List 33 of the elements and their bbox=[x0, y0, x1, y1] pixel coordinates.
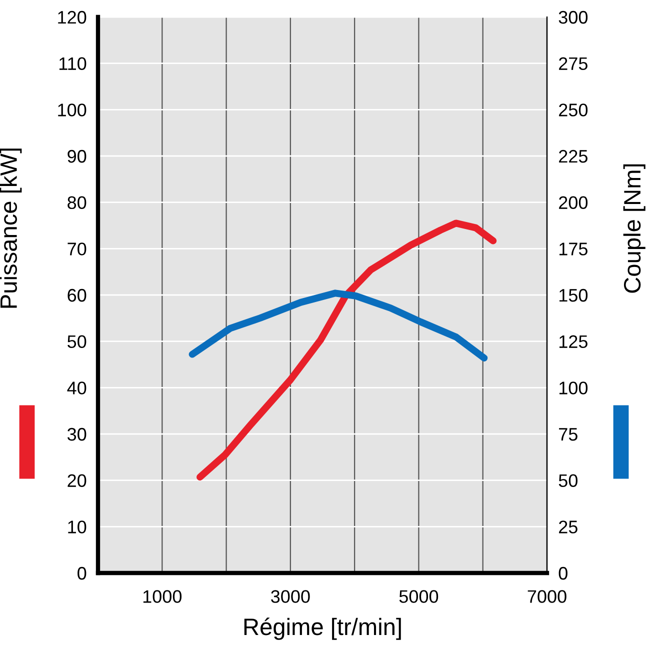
y-tick-label: 10 bbox=[68, 520, 86, 534]
x-tick-label: 7000 bbox=[528, 590, 566, 603]
y2-tick-label: 175 bbox=[559, 242, 588, 256]
y2-tick-label: 250 bbox=[559, 104, 588, 116]
y2-tick-label: 200 bbox=[559, 196, 588, 210]
y2-tick-label: 225 bbox=[559, 150, 588, 163]
y2-tick-label: 25 bbox=[559, 520, 578, 534]
y-tick-label: 100 bbox=[58, 104, 86, 116]
y2-tick-label: 125 bbox=[559, 335, 588, 348]
y-tick-label: 50 bbox=[68, 335, 86, 348]
y-tick-label: 110 bbox=[59, 57, 86, 70]
y2-tick-label: 275 bbox=[559, 57, 588, 70]
y-tick-label: 40 bbox=[67, 382, 86, 394]
y2-tick-label: 300 bbox=[558, 10, 588, 24]
y2-axis-title: Couple [Nm] bbox=[623, 164, 646, 293]
x-tick-label: 3000 bbox=[271, 590, 310, 603]
y-tick-label: 70 bbox=[68, 242, 86, 256]
y2-tick-label: 150 bbox=[559, 288, 588, 302]
y-tick-label: 20 bbox=[68, 474, 86, 488]
y2-tick-label: 100 bbox=[559, 382, 588, 394]
y-tick-label: 0 bbox=[78, 566, 86, 580]
x-tick-label: 5000 bbox=[399, 590, 438, 603]
y-tick-label: 90 bbox=[68, 150, 86, 163]
y2-tick-label: 0 bbox=[558, 566, 568, 580]
y2-tick-label: 75 bbox=[559, 428, 578, 441]
y-axis-title: Puissance [kW] bbox=[0, 148, 22, 308]
y-tick-label: 60 bbox=[68, 288, 86, 302]
y-tick-label: 120 bbox=[58, 10, 86, 24]
y-tick-label: 30 bbox=[67, 428, 86, 441]
x-tick-label: 1000 bbox=[143, 590, 182, 603]
y2-tick-label: 50 bbox=[558, 474, 578, 488]
y-tick-label: 80 bbox=[68, 196, 86, 210]
x-axis-title: Régime [tr/min] bbox=[244, 618, 401, 640]
